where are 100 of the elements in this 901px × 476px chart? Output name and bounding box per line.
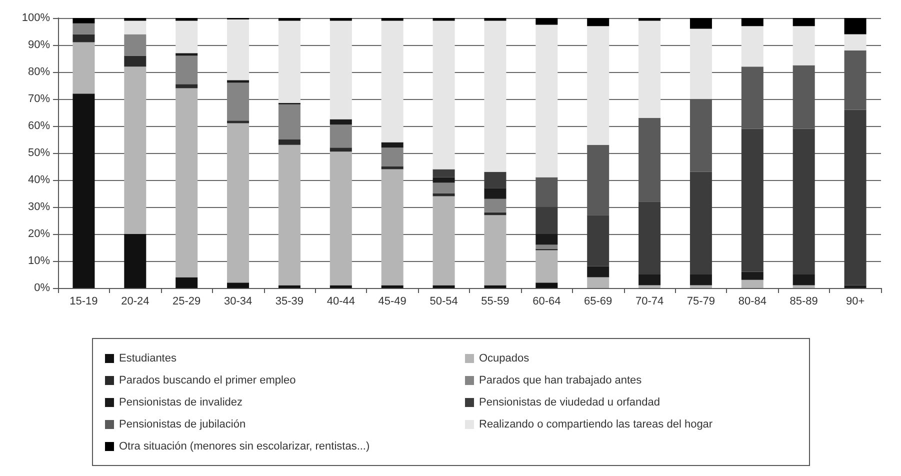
bar bbox=[227, 282, 250, 288]
y-tick-label: 100% bbox=[22, 12, 50, 24]
bar bbox=[690, 274, 712, 286]
bar bbox=[792, 26, 815, 66]
y-tick-label: 80% bbox=[28, 66, 50, 78]
bar bbox=[278, 140, 300, 145]
bar bbox=[690, 28, 712, 99]
bar bbox=[330, 285, 352, 288]
bar bbox=[227, 19, 250, 80]
bar bbox=[690, 18, 712, 29]
bar bbox=[278, 104, 300, 140]
bar bbox=[587, 277, 610, 288]
bar bbox=[124, 234, 146, 288]
bar bbox=[176, 18, 198, 21]
bar bbox=[844, 34, 866, 50]
bar bbox=[72, 23, 95, 34]
x-tick-label: 20-24 bbox=[121, 296, 150, 308]
bar bbox=[536, 18, 558, 25]
bar bbox=[587, 215, 610, 266]
bar bbox=[381, 169, 404, 286]
bar bbox=[484, 198, 506, 212]
bar bbox=[741, 272, 764, 280]
bar bbox=[638, 202, 661, 274]
bar bbox=[741, 18, 764, 26]
x-tick-label: 55-59 bbox=[481, 296, 510, 308]
bar bbox=[176, 84, 198, 88]
legend-label: Ocupados bbox=[479, 352, 530, 364]
bar bbox=[638, 18, 661, 21]
bar bbox=[432, 194, 455, 196]
bar bbox=[432, 285, 455, 288]
bar bbox=[432, 169, 455, 178]
bar bbox=[792, 285, 815, 288]
bar bbox=[330, 148, 352, 152]
bar bbox=[278, 18, 300, 21]
y-tick-label: 70% bbox=[28, 93, 50, 105]
bar bbox=[72, 42, 95, 94]
bar bbox=[536, 207, 558, 234]
legend-label: Realizando o compartiendo las tareas del hogar bbox=[479, 418, 713, 430]
bar bbox=[124, 56, 146, 67]
x-tick-label: 30-34 bbox=[224, 296, 252, 308]
legend-label: Parados buscando el primer empleo bbox=[119, 374, 296, 386]
bar bbox=[227, 82, 250, 121]
bar bbox=[484, 172, 506, 188]
bar bbox=[484, 285, 506, 288]
bar bbox=[72, 18, 95, 24]
bar bbox=[381, 148, 404, 166]
bar bbox=[741, 26, 764, 67]
x-tick-label: 40-44 bbox=[326, 296, 355, 308]
bar bbox=[124, 66, 146, 234]
bar bbox=[536, 234, 558, 245]
bar bbox=[432, 20, 455, 170]
x-tick-label: 60-64 bbox=[532, 296, 561, 308]
bar bbox=[227, 80, 250, 83]
y-tick-label: 0% bbox=[34, 282, 50, 294]
bar bbox=[278, 285, 300, 288]
y-tick-label: 20% bbox=[28, 228, 50, 240]
bar bbox=[587, 18, 610, 26]
legend-label: Pensionistas de jubilación bbox=[119, 418, 246, 430]
bar bbox=[690, 172, 712, 274]
bar bbox=[587, 26, 610, 145]
bar bbox=[227, 120, 250, 124]
bar bbox=[844, 285, 866, 288]
bar bbox=[536, 282, 558, 288]
x-tick-label: 15-19 bbox=[70, 296, 98, 308]
x-tick-label: 80-84 bbox=[738, 296, 766, 308]
bar bbox=[176, 53, 198, 56]
bar bbox=[381, 166, 404, 170]
bar bbox=[124, 18, 146, 21]
bar bbox=[176, 20, 198, 54]
bar bbox=[330, 119, 352, 125]
x-tick-label: 85-89 bbox=[790, 296, 818, 308]
bar bbox=[176, 56, 198, 84]
bar bbox=[381, 285, 404, 288]
bar bbox=[484, 188, 506, 199]
y-tick-label: 60% bbox=[28, 120, 50, 132]
y-tick-label: 30% bbox=[28, 201, 50, 213]
bar bbox=[484, 212, 506, 216]
legend-label: Estudiantes bbox=[119, 352, 177, 364]
bar bbox=[227, 123, 250, 283]
y-tick-label: 10% bbox=[28, 255, 50, 267]
y-tick-label: 50% bbox=[28, 147, 50, 159]
bar bbox=[330, 152, 352, 286]
bar bbox=[844, 110, 866, 286]
bar bbox=[536, 250, 558, 283]
bar bbox=[741, 280, 764, 288]
bar bbox=[72, 34, 95, 42]
bar bbox=[176, 277, 198, 288]
bar bbox=[381, 18, 404, 21]
bar bbox=[432, 18, 455, 21]
legend-label: Parados que han trabajado antes bbox=[479, 374, 642, 386]
x-tick-label: 75-79 bbox=[686, 296, 716, 308]
bar bbox=[741, 128, 764, 272]
bar bbox=[124, 34, 146, 56]
bar bbox=[690, 285, 712, 288]
x-tick-label: 45-49 bbox=[378, 296, 406, 308]
bar bbox=[484, 20, 506, 172]
legend-label: Pensionistas de invalidez bbox=[119, 396, 243, 408]
bar bbox=[72, 94, 95, 288]
bar bbox=[638, 274, 661, 286]
bar bbox=[484, 215, 506, 286]
